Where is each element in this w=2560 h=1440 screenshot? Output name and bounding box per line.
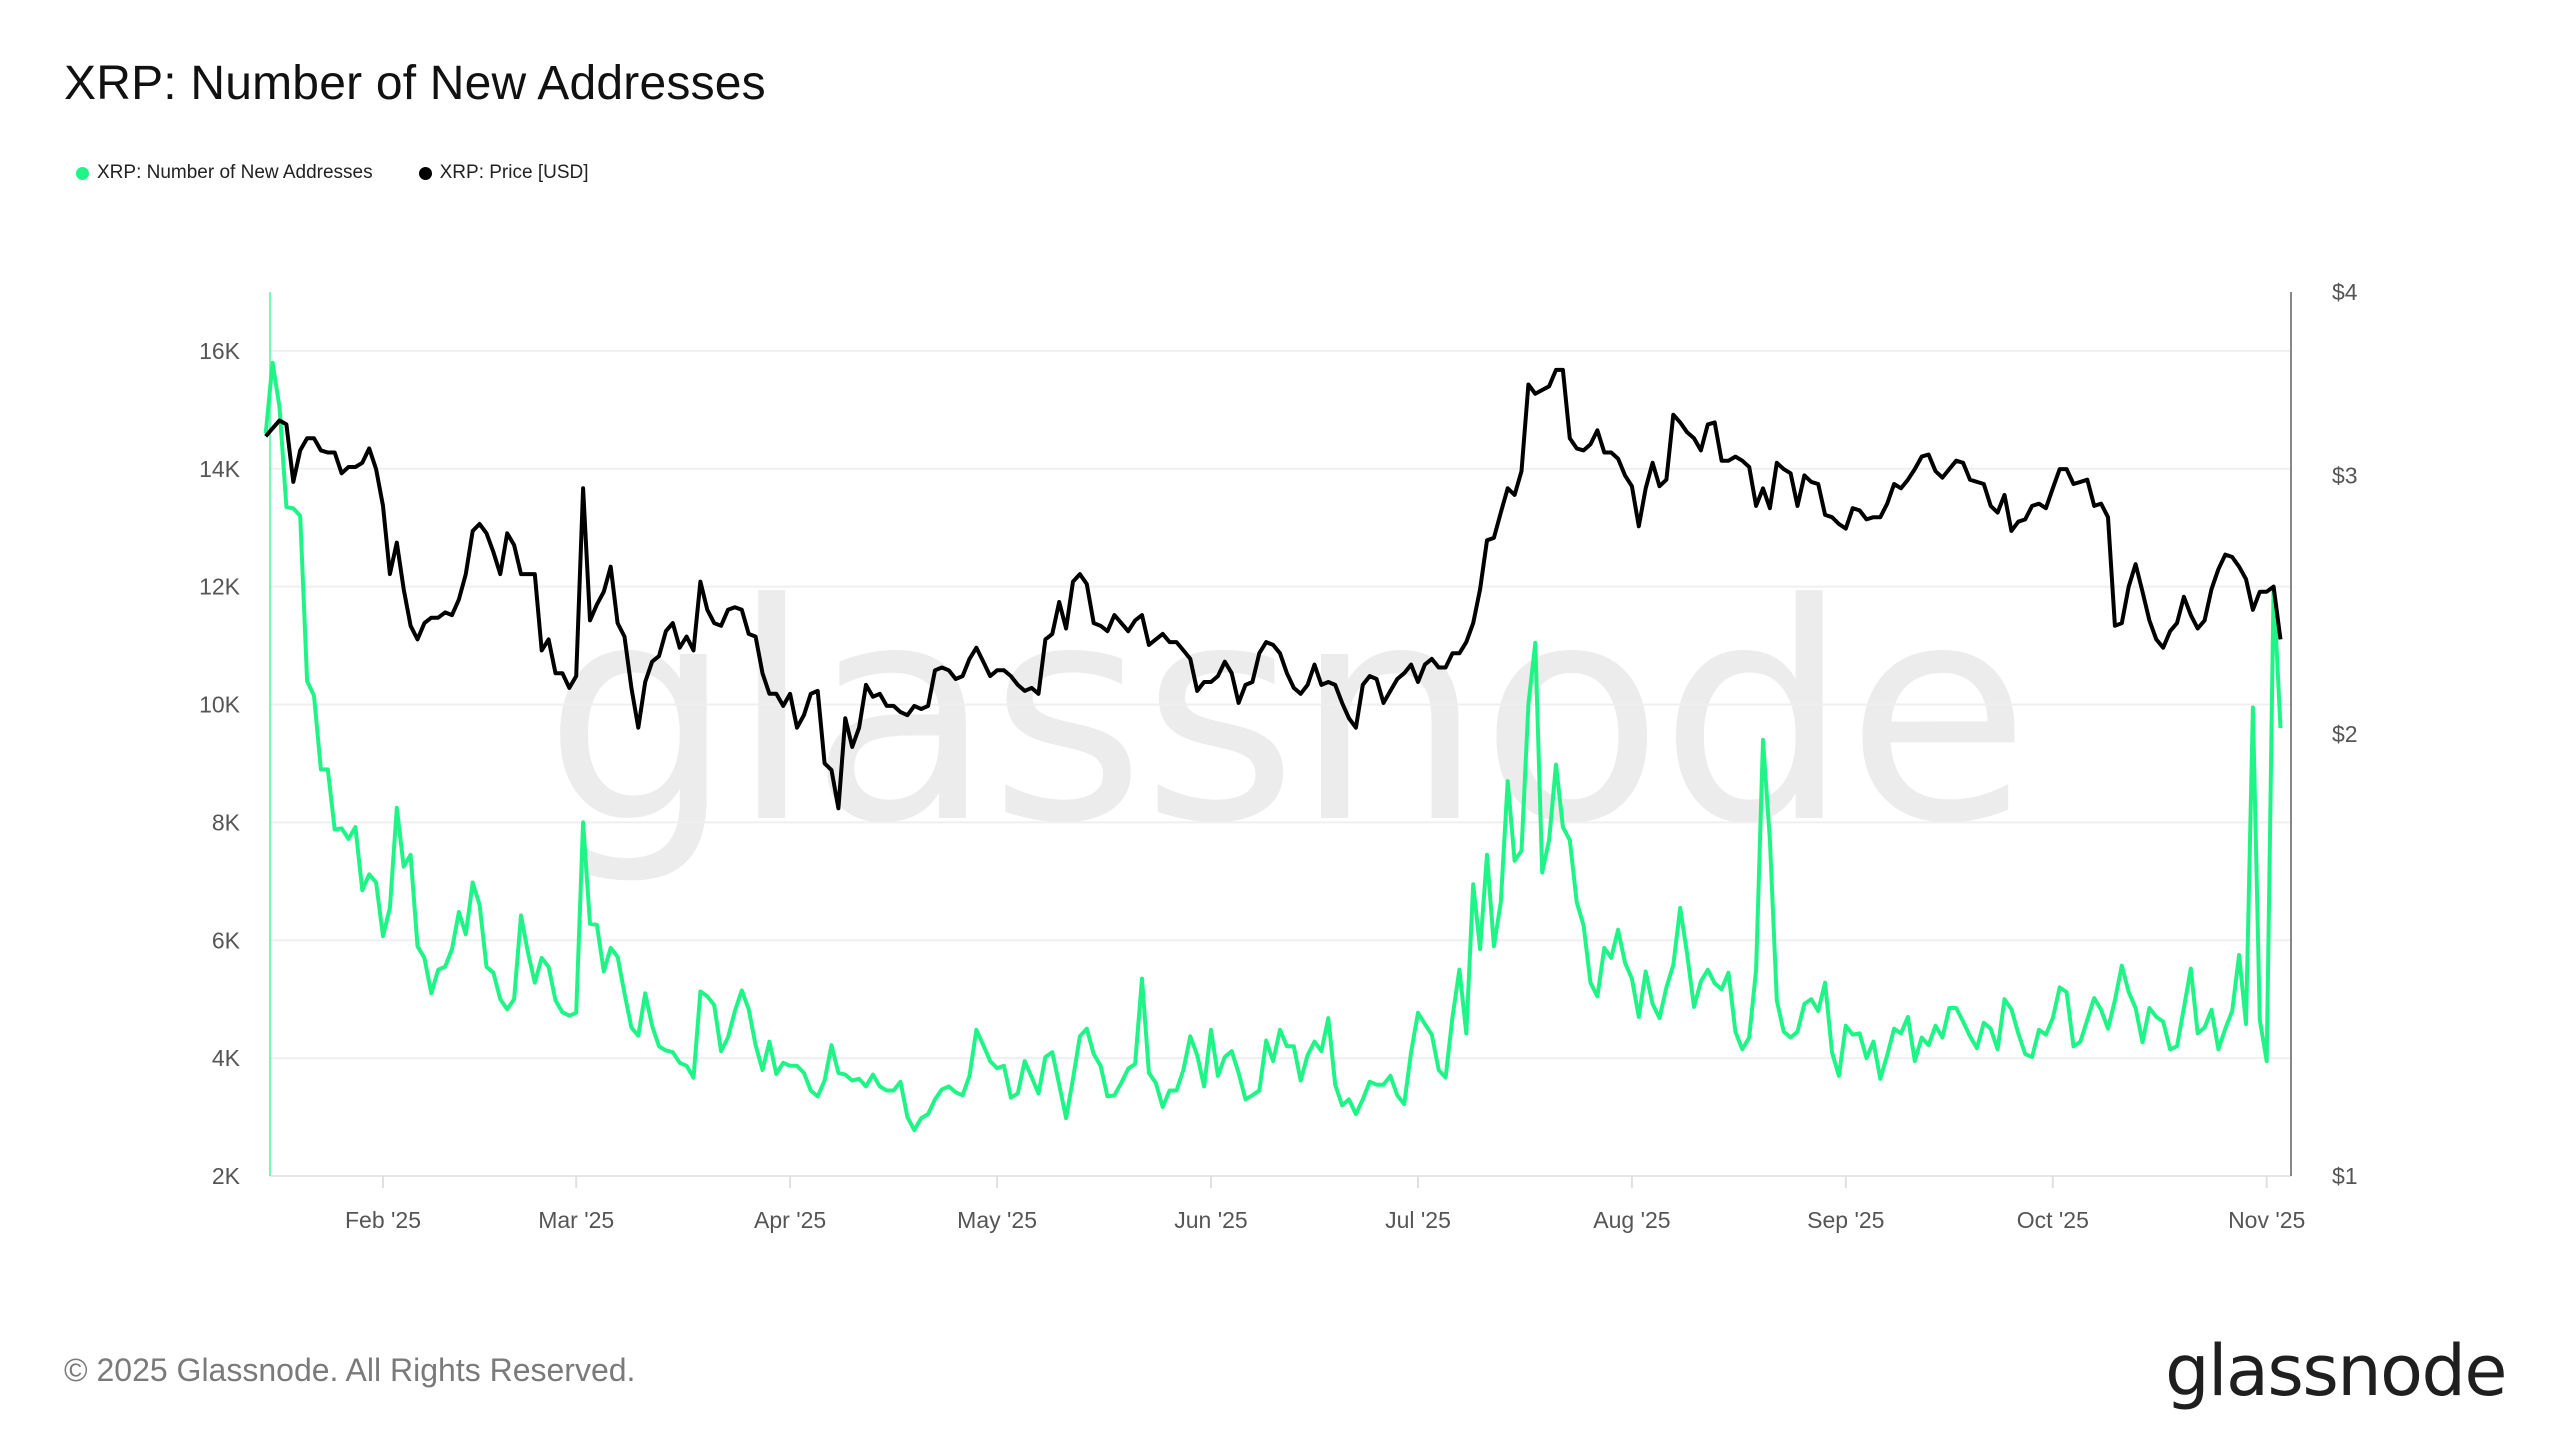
y-left-tick-label: 4K — [212, 1045, 241, 1071]
legend-label: XRP: Number of New Addresses — [97, 162, 373, 183]
y-right-tick-label: $2 — [2332, 721, 2358, 747]
copyright-text: © 2025 Glassnode. All Rights Reserved. — [64, 1352, 636, 1388]
x-tick-label: Mar '25 — [538, 1207, 614, 1233]
right-axis-ticks: $1 $2 $3 $4 — [2332, 279, 2358, 1189]
x-axis-ticks: Feb '25 Mar '25 Apr '25 May '25 Jun '25 Jul '… — [270, 1175, 2305, 1233]
left-axis-ticks: 2K 4K 6K 8K 10K 12K 14K 16K — [199, 338, 241, 1189]
glassnode-logo: glassnode — [2165, 1330, 2507, 1412]
watermark-logo: glassnode — [543, 540, 2031, 889]
x-tick-label: Feb '25 — [345, 1207, 421, 1233]
x-tick-label: Sep '25 — [1807, 1207, 1884, 1233]
legend-item-new-addresses[interactable]: XRP: Number of New Addresses — [76, 162, 373, 184]
legend-label: XRP: Price [USD] — [439, 162, 589, 183]
legend-dot-green-icon — [76, 166, 89, 180]
x-tick-label: Jul '25 — [1385, 1207, 1451, 1233]
y-right-tick-label: $1 — [2332, 1163, 2358, 1189]
series-line-price — [264, 367, 2283, 811]
x-tick-label: Aug '25 — [1593, 1207, 1670, 1233]
y-left-tick-label: 2K — [212, 1163, 241, 1189]
y-right-tick-label: $3 — [2332, 462, 2358, 488]
legend-dot-black-icon — [418, 166, 432, 180]
y-left-tick-label: 14K — [199, 456, 241, 482]
x-tick-label: Jun '25 — [1174, 1207, 1247, 1233]
y-left-tick-label: 10K — [199, 692, 241, 718]
series-lines — [263, 360, 2283, 1132]
y-left-tick-label: 12K — [199, 574, 241, 600]
y-left-tick-label: 8K — [212, 809, 241, 835]
y-left-tick-label: 16K — [199, 338, 241, 364]
y-left-tick-label: 6K — [212, 927, 241, 953]
legend: XRP: Number of New Addresses XRP: Price … — [76, 162, 589, 184]
x-tick-label: Nov '25 — [2228, 1207, 2305, 1233]
x-tick-label: Apr '25 — [754, 1207, 826, 1233]
x-tick-label: Oct '25 — [2017, 1207, 2089, 1233]
x-tick-label: May '25 — [957, 1207, 1037, 1233]
y-right-tick-label: $4 — [2332, 279, 2358, 305]
chart-title: XRP: Number of New Addresses — [64, 57, 766, 110]
series-line-new-addresses — [263, 360, 2283, 1132]
legend-item-price[interactable]: XRP: Price [USD] — [418, 162, 589, 184]
gridlines — [270, 349, 2291, 1177]
